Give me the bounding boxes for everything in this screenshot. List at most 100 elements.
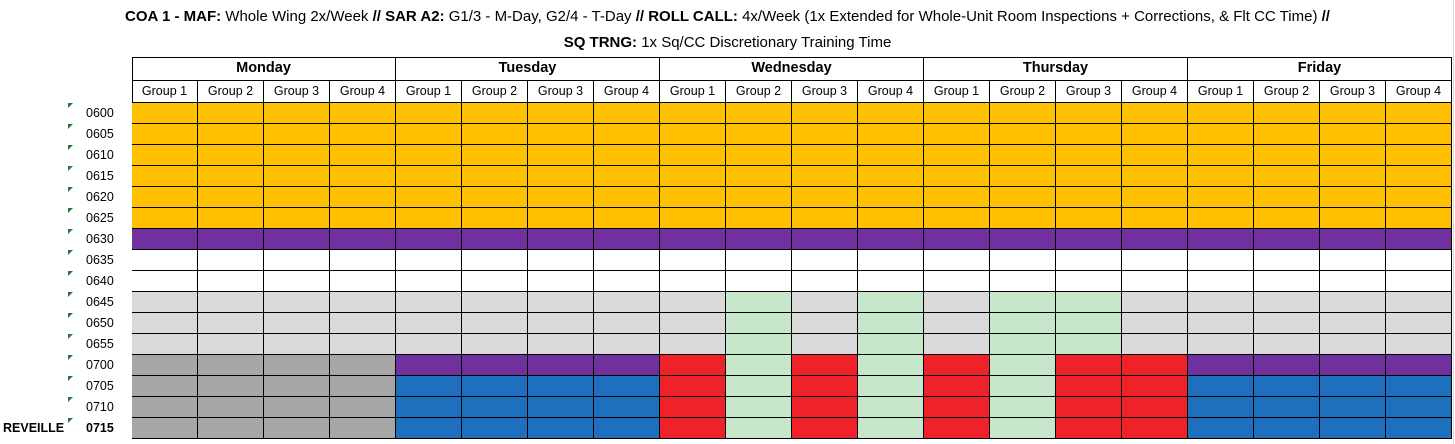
schedule-cell[interactable] [726,145,792,166]
schedule-cell[interactable] [1056,166,1122,187]
schedule-cell[interactable] [198,187,264,208]
schedule-cell[interactable] [1386,124,1452,145]
schedule-cell[interactable] [924,124,990,145]
schedule-cell[interactable] [1320,313,1386,334]
schedule-cell[interactable] [462,187,528,208]
schedule-cell[interactable] [462,145,528,166]
schedule-cell[interactable] [1188,355,1254,376]
schedule-cell[interactable] [1320,103,1386,124]
group-header[interactable]: Group 1 [660,81,726,103]
group-header[interactable]: Group 2 [990,81,1056,103]
schedule-cell[interactable] [1386,418,1452,439]
schedule-cell[interactable] [594,355,660,376]
schedule-cell[interactable] [1254,313,1320,334]
time-label-0705[interactable]: 0705 [86,379,114,393]
schedule-cell[interactable] [264,397,330,418]
schedule-cell[interactable] [198,229,264,250]
schedule-cell[interactable] [1386,208,1452,229]
schedule-cell[interactable] [198,208,264,229]
schedule-cell[interactable] [1056,250,1122,271]
schedule-cell[interactable] [660,376,726,397]
schedule-cell[interactable] [528,124,594,145]
schedule-cell[interactable] [1386,313,1452,334]
schedule-cell[interactable] [792,292,858,313]
time-label-0635[interactable]: 0635 [86,253,114,267]
schedule-cell[interactable] [660,313,726,334]
schedule-cell[interactable] [1188,271,1254,292]
schedule-cell[interactable] [1188,376,1254,397]
schedule-cell[interactable] [462,334,528,355]
schedule-cell[interactable] [396,124,462,145]
schedule-cell[interactable] [792,103,858,124]
schedule-cell[interactable] [1386,271,1452,292]
schedule-cell[interactable] [858,208,924,229]
schedule-cell[interactable] [396,145,462,166]
schedule-cell[interactable] [1386,355,1452,376]
schedule-cell[interactable] [1122,208,1188,229]
schedule-cell[interactable] [264,418,330,439]
time-label-0625[interactable]: 0625 [86,211,114,225]
schedule-cell[interactable] [396,355,462,376]
schedule-cell[interactable] [594,271,660,292]
schedule-cell[interactable] [1254,397,1320,418]
schedule-cell[interactable] [132,187,198,208]
schedule-cell[interactable] [132,397,198,418]
schedule-cell[interactable] [1122,313,1188,334]
schedule-cell[interactable] [858,103,924,124]
group-header[interactable]: Group 2 [198,81,264,103]
schedule-cell[interactable] [198,250,264,271]
group-header[interactable]: Group 1 [132,81,198,103]
schedule-cell[interactable] [264,250,330,271]
schedule-cell[interactable] [1254,229,1320,250]
schedule-cell[interactable] [1122,355,1188,376]
schedule-cell[interactable] [660,145,726,166]
schedule-cell[interactable] [1188,166,1254,187]
schedule-cell[interactable] [792,397,858,418]
schedule-cell[interactable] [396,229,462,250]
schedule-cell[interactable] [528,250,594,271]
schedule-cell[interactable] [330,334,396,355]
group-header[interactable]: Group 1 [1188,81,1254,103]
schedule-cell[interactable] [660,187,726,208]
schedule-cell[interactable] [1254,208,1320,229]
group-header[interactable]: Group 3 [264,81,330,103]
schedule-cell[interactable] [594,103,660,124]
schedule-cell[interactable] [726,334,792,355]
schedule-cell[interactable] [594,376,660,397]
schedule-cell[interactable] [1056,334,1122,355]
schedule-cell[interactable] [1254,355,1320,376]
schedule-cell[interactable] [792,334,858,355]
schedule-cell[interactable] [1122,418,1188,439]
schedule-cell[interactable] [528,376,594,397]
schedule-cell[interactable] [1188,124,1254,145]
schedule-cell[interactable] [1056,397,1122,418]
schedule-cell[interactable] [1320,166,1386,187]
schedule-cell[interactable] [462,124,528,145]
group-header[interactable]: Group 2 [462,81,528,103]
schedule-cell[interactable] [330,187,396,208]
schedule-cell[interactable] [1254,250,1320,271]
schedule-cell[interactable] [792,418,858,439]
schedule-cell[interactable] [528,103,594,124]
schedule-cell[interactable] [726,250,792,271]
schedule-cell[interactable] [462,292,528,313]
schedule-cell[interactable] [462,271,528,292]
schedule-cell[interactable] [594,166,660,187]
schedule-cell[interactable] [1254,271,1320,292]
schedule-cell[interactable] [1188,229,1254,250]
schedule-cell[interactable] [1188,103,1254,124]
schedule-cell[interactable] [792,271,858,292]
schedule-cell[interactable] [1320,187,1386,208]
schedule-cell[interactable] [132,334,198,355]
schedule-cell[interactable] [990,103,1056,124]
schedule-cell[interactable] [198,103,264,124]
schedule-cell[interactable] [924,145,990,166]
schedule-cell[interactable] [132,124,198,145]
schedule-cell[interactable] [924,250,990,271]
schedule-cell[interactable] [924,271,990,292]
schedule-cell[interactable] [726,271,792,292]
schedule-cell[interactable] [1254,124,1320,145]
schedule-cell[interactable] [726,208,792,229]
day-header-friday[interactable]: Friday [1188,57,1452,81]
schedule-cell[interactable] [198,145,264,166]
